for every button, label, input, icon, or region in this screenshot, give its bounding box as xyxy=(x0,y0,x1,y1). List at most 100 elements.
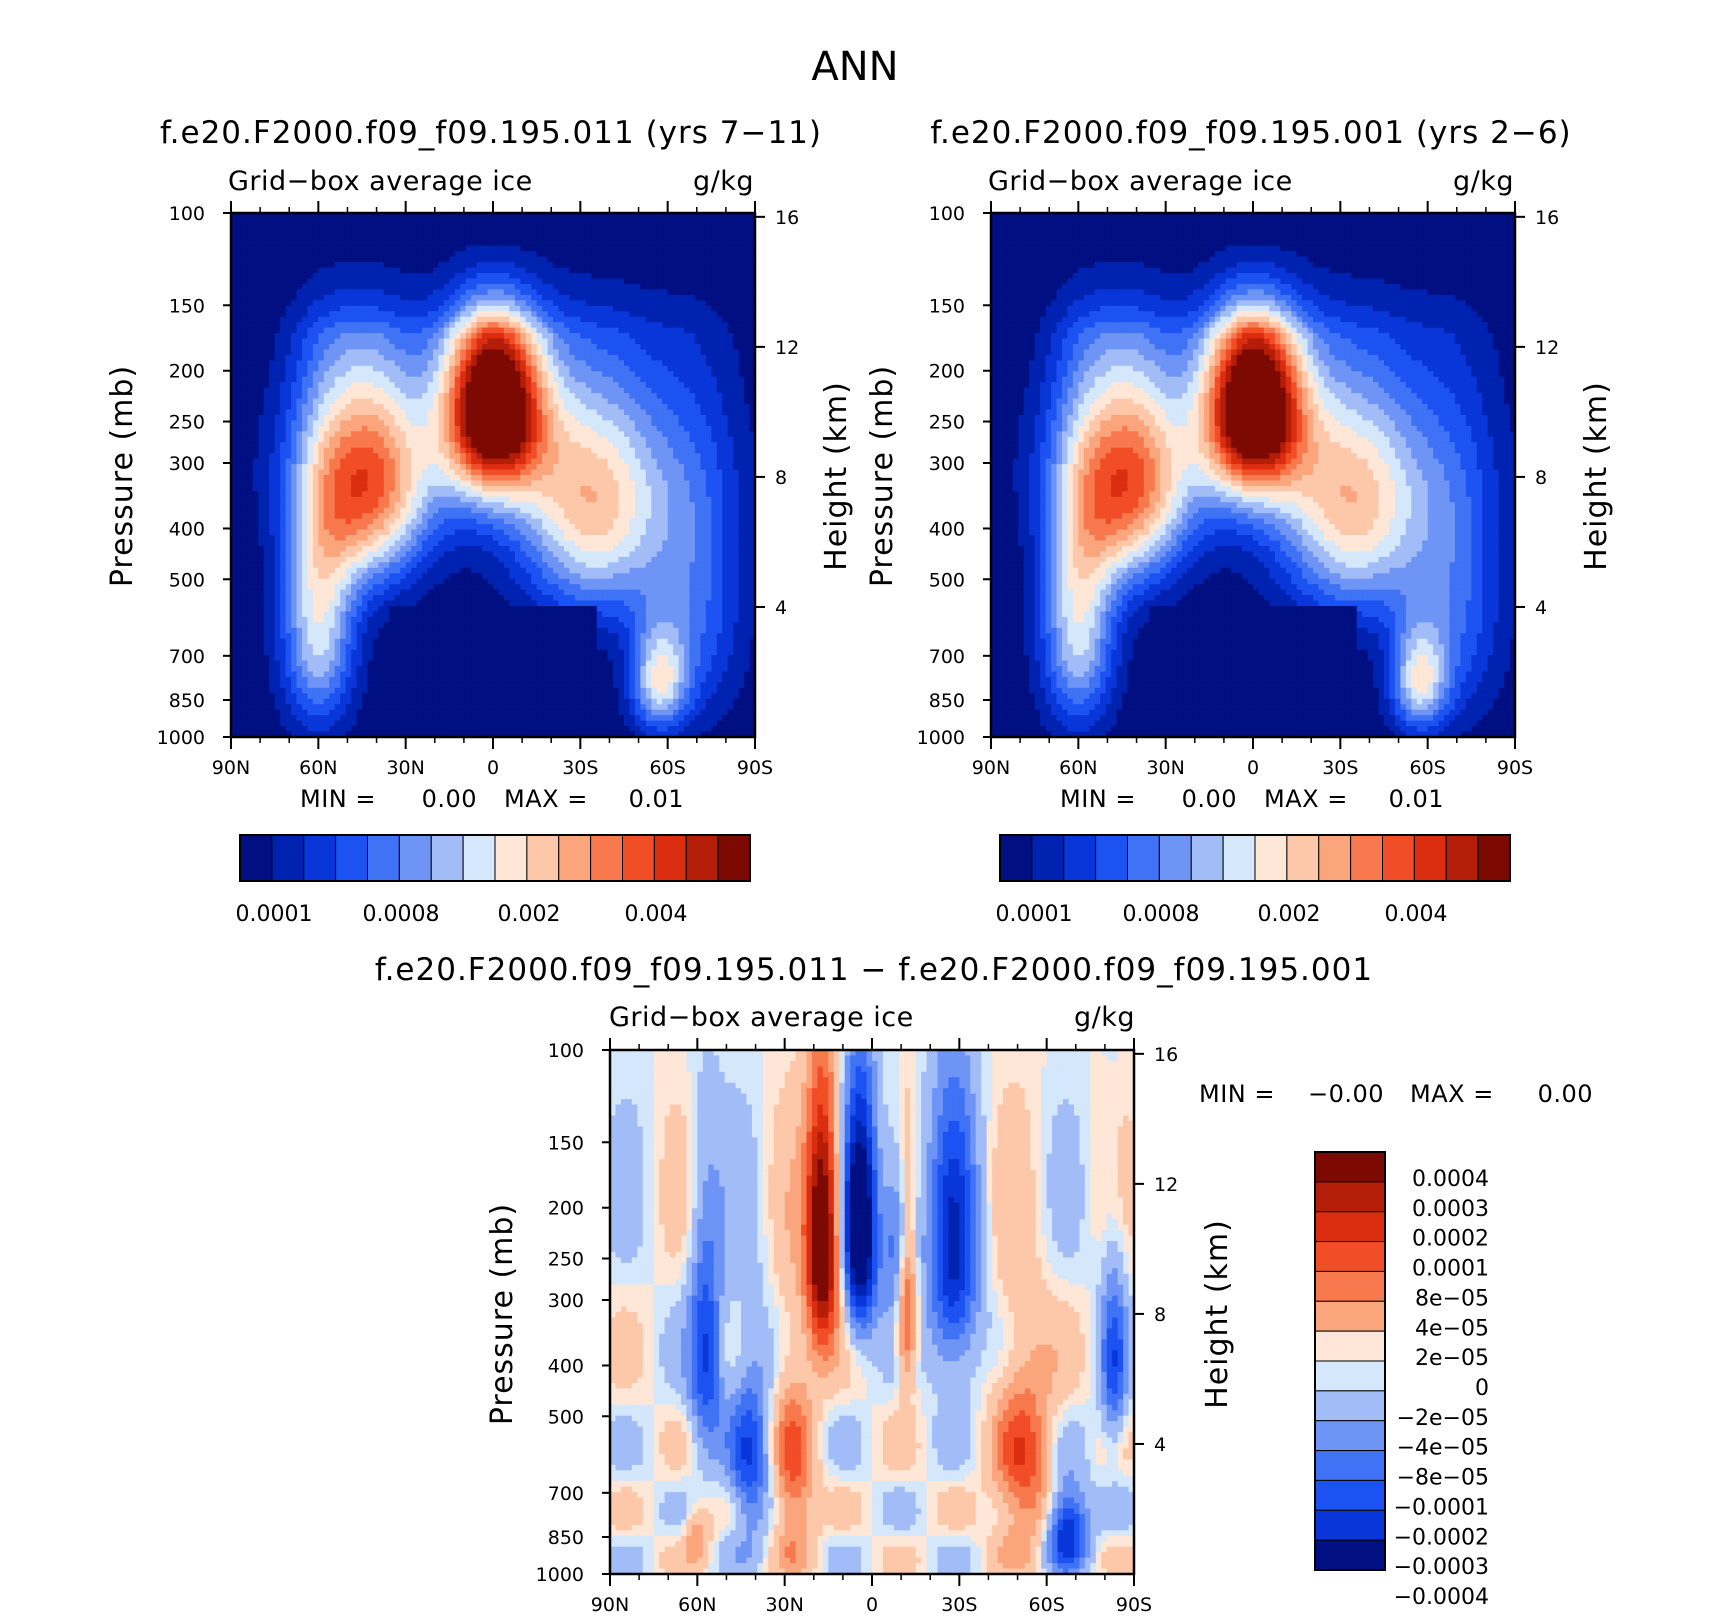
model1-field-cell xyxy=(252,431,259,438)
model1-field-cell xyxy=(394,245,401,252)
model1-field-cell xyxy=(569,491,576,498)
model1-field-cell xyxy=(607,344,614,351)
model1-field-cell xyxy=(574,475,581,482)
model1-field-cell xyxy=(613,322,620,329)
model1-field-cell xyxy=(465,344,472,351)
model1-field-cell xyxy=(634,409,641,416)
model1-field-cell xyxy=(465,256,472,263)
model1-field-cell xyxy=(438,251,445,258)
model1-field-cell xyxy=(514,436,521,443)
model1-field-cell xyxy=(684,278,691,285)
model1-field-cell xyxy=(345,213,352,220)
model1-field-cell xyxy=(318,442,325,449)
model1-field-cell xyxy=(684,311,691,318)
model1-field-cell xyxy=(312,458,319,465)
model1-field-cell xyxy=(334,213,341,220)
model1-field-cell xyxy=(525,300,532,307)
model1-field-cell xyxy=(514,480,521,487)
panel1-max-value: 0.01 xyxy=(629,785,684,813)
model1-field-cell xyxy=(449,393,456,400)
model1-field-cell xyxy=(345,365,352,372)
model1-field-cell xyxy=(318,316,325,323)
model1-field-cell xyxy=(585,283,592,291)
model1-field-cell xyxy=(258,251,265,258)
model1-field-cell xyxy=(476,273,483,280)
model1-field-cell xyxy=(231,278,238,285)
model1-field-cell xyxy=(509,338,516,345)
model1-field-cell xyxy=(624,365,631,372)
model1-field-cell xyxy=(454,464,461,471)
model1-field-cell xyxy=(640,305,647,312)
model1-field-cell xyxy=(454,245,461,252)
model1-field-cell xyxy=(465,382,472,389)
model1-field-cell xyxy=(673,420,680,427)
model1-field-cell xyxy=(645,311,652,318)
model1-field-cell xyxy=(476,240,483,247)
model1-field-cell xyxy=(247,387,254,394)
model1-field-cell xyxy=(334,256,341,263)
model1-field-cell xyxy=(291,349,298,356)
model1-field-cell xyxy=(422,349,429,356)
model1-field-cell xyxy=(722,267,729,274)
model1-field-cell xyxy=(378,283,385,291)
model1-field-cell xyxy=(645,425,652,432)
model1-field-cell xyxy=(640,420,647,427)
model1-field-cell xyxy=(432,300,440,307)
model1-field-cell xyxy=(618,431,625,438)
model1-field-cell xyxy=(291,256,298,263)
model1-field-cell xyxy=(498,349,505,356)
model1-field-cell xyxy=(269,333,276,340)
model1-field-cell xyxy=(744,256,751,263)
model1-field-cell xyxy=(372,491,379,498)
model1-field-cell xyxy=(656,414,663,422)
model1-field-cell xyxy=(493,311,500,318)
model1-field-cell xyxy=(482,382,489,389)
model1-field-cell xyxy=(596,475,603,482)
model1-field-cell xyxy=(274,338,281,345)
model1-field-cell xyxy=(596,262,603,269)
model1-field-cell xyxy=(520,469,527,476)
model1-field-cell xyxy=(613,316,620,323)
model1-field-cell xyxy=(656,267,663,274)
model1-field-cell xyxy=(624,262,631,269)
model1-field-cell xyxy=(269,458,276,465)
model1-field-cell xyxy=(716,327,723,334)
model1-field-cell xyxy=(531,273,538,280)
model1-field-cell xyxy=(449,431,456,438)
model1-field-cell xyxy=(351,273,358,280)
model1-field-cell xyxy=(394,360,401,367)
model1-field-cell xyxy=(634,300,641,307)
model1-field-cell xyxy=(525,267,532,274)
model1-field-cell xyxy=(585,262,592,269)
model1-field-cell xyxy=(340,431,347,438)
model1-field-cell xyxy=(493,327,500,334)
model1-field-cell xyxy=(301,218,309,225)
model1-field-cell xyxy=(389,305,396,312)
model1-field-cell xyxy=(493,322,500,329)
model1-field-cell xyxy=(356,344,363,351)
model1-field-cell xyxy=(383,491,390,498)
model1-field-cell xyxy=(629,354,636,361)
model1-field-cell xyxy=(580,447,587,454)
model1-field-cell xyxy=(493,409,500,416)
model1-field-cell xyxy=(542,365,549,372)
model1-field-cell xyxy=(340,475,347,482)
model1-field-cell xyxy=(640,251,647,258)
model1-field-cell xyxy=(269,213,276,220)
model1-field-cell xyxy=(705,404,712,411)
model1-field-cell xyxy=(241,480,248,487)
model1-field-cell xyxy=(252,344,259,351)
model1-field-cell xyxy=(372,365,379,372)
model1-field-cell xyxy=(340,404,347,411)
model1-field-cell xyxy=(553,354,560,361)
model1-field-cell xyxy=(274,425,281,432)
model1-field-cell xyxy=(400,240,407,247)
model1-field-cell xyxy=(602,436,609,443)
model1-field-cell xyxy=(547,289,554,296)
model1-field-cell xyxy=(247,382,254,389)
model1-field-cell xyxy=(312,447,319,454)
model1-field-cell xyxy=(362,376,369,383)
model1-field-cell xyxy=(367,485,374,492)
model1-field-cell xyxy=(645,458,652,465)
model1-field-cell xyxy=(460,469,467,476)
